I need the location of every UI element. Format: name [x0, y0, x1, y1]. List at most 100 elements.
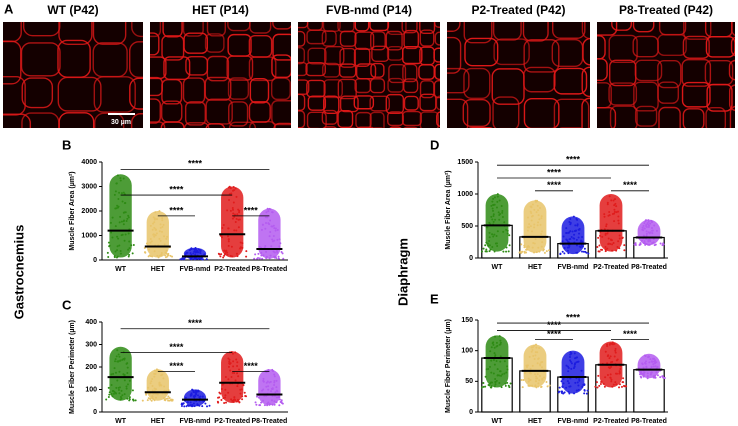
- jitter-dot: [275, 257, 278, 260]
- jitter-dot: [116, 379, 119, 382]
- fiber: [306, 111, 327, 128]
- jitter-dot: [227, 227, 230, 230]
- jitter-dot: [498, 374, 501, 377]
- jitter: [559, 215, 590, 256]
- jitter-dot: [623, 244, 626, 247]
- jitter-dot: [490, 346, 493, 349]
- jitter-dot: [567, 390, 570, 393]
- y-tick-label: 0: [469, 409, 473, 416]
- jitter-dot: [230, 245, 233, 248]
- y-tick-label: 3000: [81, 183, 97, 190]
- jitter-dot: [613, 355, 616, 358]
- jitter-dot: [119, 179, 122, 182]
- jitter-dot: [531, 203, 534, 206]
- jitter: [481, 193, 511, 253]
- jitter-dot: [652, 375, 655, 378]
- jitter-dot: [124, 211, 127, 214]
- jitter-dot: [565, 364, 568, 367]
- jitter-dot: [534, 373, 537, 376]
- jitter-dot: [160, 254, 163, 257]
- jitter-dot: [655, 361, 658, 364]
- jitter-dot: [501, 211, 504, 214]
- jitter-dot: [578, 227, 581, 230]
- fiber: [249, 121, 276, 128]
- jitter-dot: [493, 203, 496, 206]
- jitter-dot: [273, 227, 276, 230]
- jitter-dot: [598, 244, 601, 247]
- jitter-dot: [235, 252, 238, 255]
- jitter-dot: [159, 226, 162, 229]
- jitter-dot: [506, 229, 509, 232]
- jitter-dot: [485, 226, 488, 229]
- jitter-dot: [231, 371, 234, 374]
- jitter-dot: [224, 396, 227, 399]
- jitter-dot: [235, 195, 238, 198]
- jitter-dot: [264, 216, 267, 219]
- jitter-dot: [194, 392, 197, 395]
- jitter-dot: [128, 253, 131, 256]
- y-tick-label: 100: [85, 386, 97, 393]
- image-bg: [597, 22, 735, 128]
- jitter-dot: [236, 372, 239, 375]
- jitter-dot: [233, 398, 236, 401]
- jitter-dot: [147, 255, 150, 258]
- jitter-dot: [170, 398, 173, 401]
- jitter-dot: [542, 376, 545, 379]
- y-tick-label: 50: [465, 378, 473, 385]
- jitter-dot: [503, 221, 506, 224]
- jitter-dot: [540, 232, 543, 235]
- jitter-dot: [647, 219, 650, 222]
- panel-label: C: [62, 297, 72, 312]
- jitter-dot: [271, 387, 274, 390]
- jitter-dot: [241, 395, 244, 398]
- fiber: [447, 22, 461, 32]
- jitter-dot: [264, 245, 267, 248]
- jitter-dot: [651, 360, 654, 363]
- jitter-dot: [230, 376, 233, 379]
- jitter-dot: [573, 237, 576, 240]
- fiber: [419, 111, 440, 128]
- jitter-dot: [276, 251, 279, 254]
- jitter-dot: [266, 380, 269, 383]
- jitter-dot: [276, 390, 279, 393]
- jitter-dot: [107, 386, 110, 389]
- jitter-dot: [198, 257, 201, 260]
- jitter-dot: [569, 356, 572, 359]
- jitter-dot: [568, 220, 571, 223]
- jitter-dot: [603, 385, 606, 388]
- jitter-dot: [615, 249, 618, 252]
- fiber: [206, 22, 226, 37]
- jitter-dot: [613, 342, 616, 345]
- jitter-dot: [568, 392, 571, 395]
- jitter-dot: [647, 243, 650, 246]
- fiber: [581, 97, 590, 128]
- jitter-dot: [149, 224, 152, 227]
- jitter-dot: [125, 387, 128, 390]
- jitter-dot: [534, 380, 537, 383]
- jitter-dot: [507, 250, 510, 253]
- jitter-dot: [153, 250, 156, 253]
- fiber: [582, 37, 590, 66]
- jitter-dot: [618, 386, 621, 389]
- jitter-dot: [123, 358, 126, 361]
- jitter-dot: [643, 222, 646, 225]
- jitter-dot: [271, 238, 274, 241]
- jitter-dot: [594, 385, 597, 388]
- jitter-dot: [611, 385, 614, 388]
- jitter-dot: [155, 396, 158, 399]
- jitter-dot: [530, 350, 533, 353]
- jitter-dot: [239, 388, 242, 391]
- jitter-dot: [638, 243, 641, 246]
- jitter-dot: [531, 384, 534, 387]
- jitter-dot: [608, 195, 611, 198]
- fiber: [419, 29, 435, 47]
- jitter-dot: [128, 396, 131, 399]
- y-tick-label: 300: [85, 341, 97, 348]
- x-tick-label: P8-Treated: [631, 418, 667, 425]
- jitter-dot: [606, 203, 609, 206]
- jitter-dot: [265, 221, 268, 224]
- jitter-dot: [571, 230, 574, 233]
- jitter-dot: [260, 251, 263, 254]
- jitter-dot: [527, 216, 530, 219]
- jitter-dot: [113, 367, 116, 370]
